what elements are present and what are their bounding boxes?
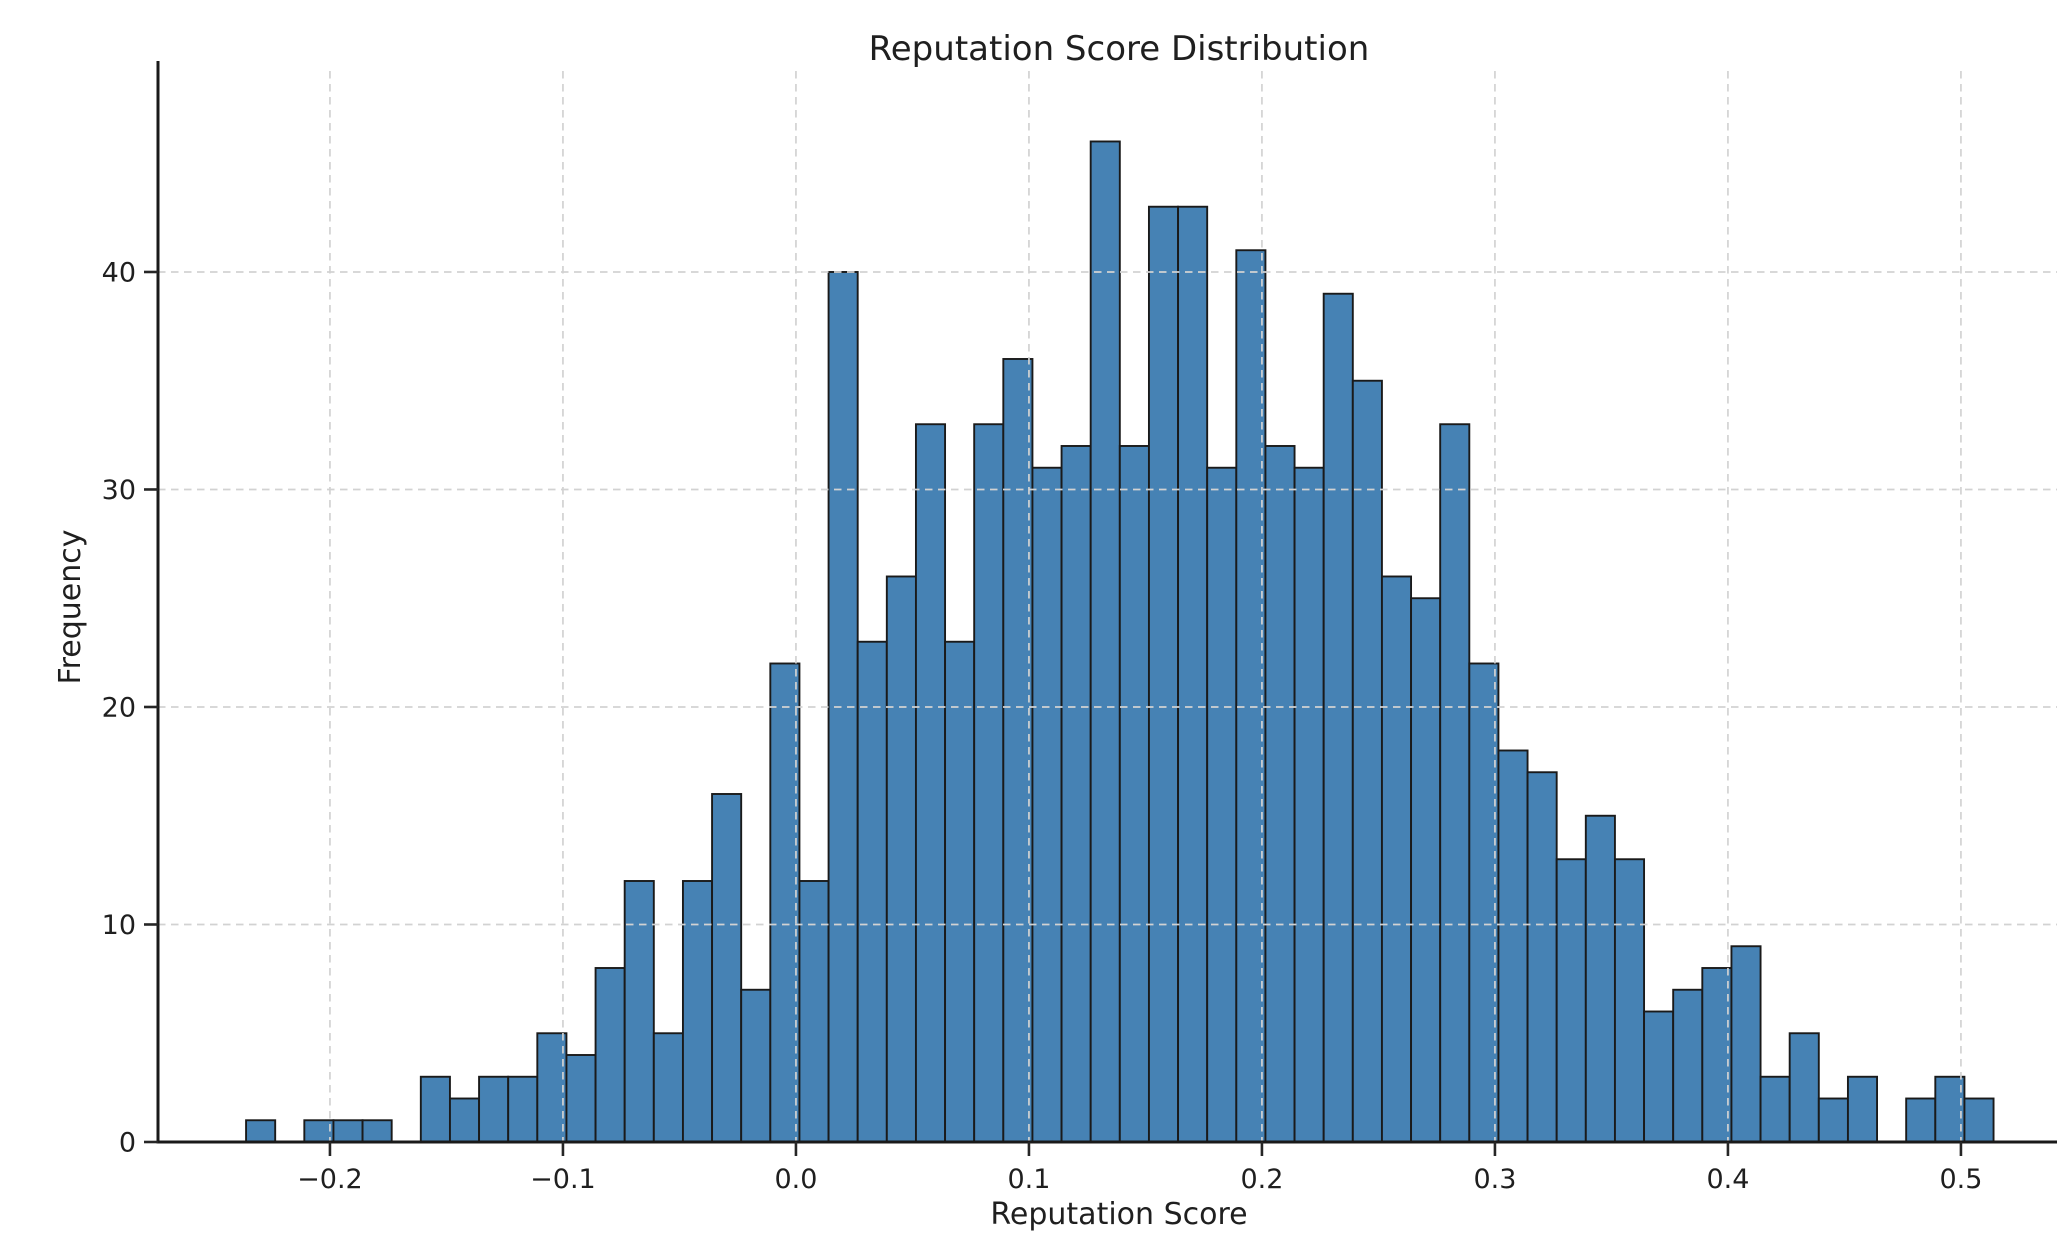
histogram-bar: [1906, 1099, 1935, 1143]
histogram-bar: [508, 1077, 537, 1142]
histogram-bar: [945, 642, 974, 1142]
histogram-bar: [1819, 1099, 1848, 1143]
histogram-bar: [683, 881, 712, 1142]
histogram-bar: [887, 576, 916, 1142]
histogram-bar: [450, 1099, 479, 1143]
histogram-bar: [1586, 816, 1615, 1142]
histogram-bar: [654, 1033, 683, 1142]
x-tick-label: −0.1: [530, 1164, 596, 1195]
histogram-bar: [1761, 1077, 1790, 1142]
histogram-bar: [1324, 294, 1353, 1142]
reputation-score-histogram-figure: −0.2 −0.1 0.0 0.1 0.2 0.3 0.4 0.5 0 10 20 30 40 Repu…: [40, 16, 2057, 1241]
histogram-bar: [1702, 968, 1731, 1142]
histogram-bar: [1848, 1077, 1877, 1142]
histogram-bar: [858, 642, 887, 1142]
histogram-bar: [1790, 1033, 1819, 1142]
histogram-bar: [799, 881, 828, 1142]
histogram-bar: [333, 1120, 362, 1142]
chart-title: Reputation Score Distribution: [869, 29, 1370, 69]
histogram-bar: [1935, 1077, 1964, 1142]
histogram-bar: [1032, 468, 1061, 1142]
histogram-bar: [1149, 207, 1178, 1142]
histogram-bar: [1411, 598, 1440, 1142]
histogram-bar: [741, 990, 770, 1142]
histogram-bar: [304, 1120, 333, 1142]
histogram-bar: [1382, 576, 1411, 1142]
bars-layer: [246, 141, 1993, 1142]
histogram-bar: [1295, 468, 1324, 1142]
y-tick-label: 20: [102, 692, 136, 723]
histogram-bar: [1178, 207, 1207, 1142]
histogram-bar: [1265, 446, 1294, 1142]
x-tick-label: −0.2: [297, 1164, 363, 1195]
histogram-bar: [1673, 990, 1702, 1142]
histogram-bar: [1003, 359, 1032, 1142]
x-tick-label: 0.4: [1706, 1164, 1749, 1195]
histogram-bar: [421, 1077, 450, 1142]
y-tick-label: 10: [102, 910, 136, 941]
histogram-bar: [566, 1055, 595, 1142]
x-tick-label: 0.3: [1473, 1164, 1516, 1195]
histogram-bar: [916, 424, 945, 1142]
x-tick-label: 0.0: [774, 1164, 817, 1195]
histogram-bar: [1236, 250, 1265, 1142]
x-tick-label: 0.5: [1939, 1164, 1982, 1195]
y-axis-label: Frequency: [53, 530, 88, 685]
histogram-bar: [1120, 446, 1149, 1142]
histogram-bar: [363, 1120, 392, 1142]
histogram-bar: [1964, 1099, 1993, 1143]
histogram-bar: [1469, 663, 1498, 1142]
histogram-bar: [246, 1120, 275, 1142]
histogram-bar: [537, 1033, 566, 1142]
histogram-bar: [1062, 446, 1091, 1142]
y-tick-label: 30: [102, 475, 136, 506]
histogram-bar: [712, 794, 741, 1142]
x-tick-label: 0.2: [1240, 1164, 1283, 1195]
histogram-bar: [596, 968, 625, 1142]
y-tick-label: 0: [119, 1128, 136, 1159]
histogram-bar: [1557, 859, 1586, 1142]
histogram-bar: [1528, 772, 1557, 1142]
histogram-bar: [974, 424, 1003, 1142]
histogram-bar: [1440, 424, 1469, 1142]
histogram-canvas: −0.2 −0.1 0.0 0.1 0.2 0.3 0.4 0.5 0 10 20 30 40 Repu…: [40, 16, 2057, 1241]
y-tick-label: 40: [102, 257, 136, 288]
histogram-bar: [1615, 859, 1644, 1142]
x-tick-label: 0.1: [1007, 1164, 1050, 1195]
histogram-bar: [1498, 750, 1527, 1142]
histogram-bar: [1644, 1012, 1673, 1143]
histogram-bar: [1207, 468, 1236, 1142]
histogram-bar: [479, 1077, 508, 1142]
histogram-bar: [770, 663, 799, 1142]
histogram-bar: [625, 881, 654, 1142]
histogram-bar: [1091, 141, 1120, 1142]
histogram-bar: [1353, 381, 1382, 1142]
histogram-bar: [1731, 946, 1760, 1142]
x-axis-label: Reputation Score: [990, 1197, 1247, 1232]
